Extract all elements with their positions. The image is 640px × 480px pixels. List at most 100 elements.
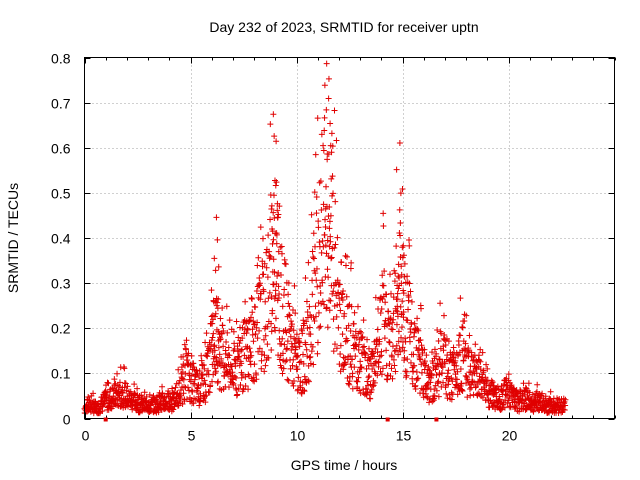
data-point bbox=[306, 354, 313, 361]
x-tick-label: 15 bbox=[396, 428, 412, 444]
data-point bbox=[392, 270, 399, 277]
data-point bbox=[466, 332, 473, 339]
data-point bbox=[248, 314, 255, 321]
data-point bbox=[261, 260, 268, 267]
data-point bbox=[315, 224, 322, 231]
data-point bbox=[317, 178, 324, 185]
data-point bbox=[399, 324, 406, 331]
data-point bbox=[285, 280, 292, 287]
data-point bbox=[352, 353, 359, 360]
data-point bbox=[358, 364, 365, 371]
data-point bbox=[211, 361, 218, 368]
data-point bbox=[290, 377, 297, 384]
data-point bbox=[393, 166, 400, 173]
data-point bbox=[209, 320, 216, 327]
data-point bbox=[431, 392, 438, 399]
data-point bbox=[127, 388, 134, 395]
data-point bbox=[131, 381, 138, 388]
data-point bbox=[253, 288, 260, 295]
data-point bbox=[267, 121, 274, 128]
data-point bbox=[333, 137, 340, 144]
data-point bbox=[176, 391, 183, 398]
data-point bbox=[395, 338, 402, 345]
data-point bbox=[453, 376, 460, 383]
data-point bbox=[299, 330, 306, 337]
data-point bbox=[220, 327, 227, 334]
data-point bbox=[520, 380, 527, 387]
data-point bbox=[225, 384, 232, 391]
data-point bbox=[282, 261, 289, 268]
data-point bbox=[374, 349, 381, 356]
data-point bbox=[396, 206, 403, 213]
data-point bbox=[370, 382, 377, 389]
gap-layer bbox=[103, 417, 439, 422]
data-point bbox=[242, 298, 249, 305]
data-point bbox=[326, 307, 333, 314]
data-point bbox=[371, 379, 378, 386]
data-point bbox=[226, 317, 233, 324]
data-point bbox=[396, 274, 403, 281]
data-point bbox=[407, 359, 414, 366]
data-point bbox=[309, 343, 316, 350]
data-point bbox=[248, 352, 255, 359]
data-point bbox=[377, 310, 384, 317]
data-point bbox=[224, 329, 231, 336]
data-point bbox=[211, 347, 218, 354]
data-point bbox=[475, 352, 482, 359]
data-point bbox=[406, 236, 413, 243]
data-point bbox=[321, 127, 328, 134]
data-point bbox=[178, 364, 185, 371]
data-point bbox=[505, 371, 512, 378]
data-point bbox=[249, 309, 256, 316]
data-point bbox=[397, 190, 404, 197]
data-point bbox=[381, 335, 388, 342]
data-point bbox=[289, 343, 296, 350]
data-point bbox=[264, 341, 271, 348]
data-point bbox=[283, 346, 290, 353]
data-point bbox=[258, 365, 265, 372]
data-point bbox=[392, 347, 399, 354]
data-point bbox=[363, 385, 370, 392]
data-point bbox=[467, 392, 474, 399]
data-point bbox=[527, 396, 534, 403]
data-point bbox=[85, 394, 92, 401]
data-point bbox=[311, 189, 318, 196]
data-point bbox=[342, 252, 349, 259]
data-point bbox=[367, 395, 374, 402]
data-point bbox=[525, 380, 532, 387]
data-point bbox=[494, 383, 501, 390]
data-point bbox=[426, 399, 433, 406]
data-point bbox=[340, 354, 347, 361]
data-point bbox=[465, 345, 472, 352]
data-point bbox=[289, 307, 296, 314]
data-point bbox=[303, 318, 310, 325]
data-point bbox=[202, 399, 209, 406]
data-point bbox=[323, 305, 330, 312]
data-point bbox=[111, 381, 118, 388]
data-point bbox=[269, 307, 276, 314]
data-point bbox=[393, 342, 400, 349]
data-point bbox=[262, 332, 269, 339]
data-point bbox=[244, 326, 251, 333]
data-point bbox=[347, 328, 354, 335]
data-point bbox=[286, 311, 293, 318]
data-point bbox=[441, 360, 448, 367]
data-point bbox=[243, 330, 250, 337]
data-point bbox=[169, 385, 176, 392]
data-point bbox=[404, 273, 411, 280]
data-point bbox=[179, 375, 186, 382]
data-point bbox=[497, 405, 504, 412]
data-point bbox=[320, 201, 327, 208]
data-point bbox=[276, 327, 283, 334]
data-point bbox=[313, 277, 320, 284]
data-point bbox=[237, 347, 244, 354]
data-point bbox=[433, 350, 440, 357]
data-point bbox=[423, 385, 430, 392]
data-point bbox=[247, 349, 254, 356]
data-point bbox=[317, 289, 324, 296]
data-point bbox=[462, 340, 469, 347]
data-point bbox=[367, 360, 374, 367]
data-point bbox=[238, 360, 245, 367]
data-point bbox=[332, 198, 339, 205]
tick-layer: 0 0.1 0.2 0.3 0.4 0.5 0.6 0.7 0.8 0 5 10 15 20 bbox=[51, 51, 616, 444]
